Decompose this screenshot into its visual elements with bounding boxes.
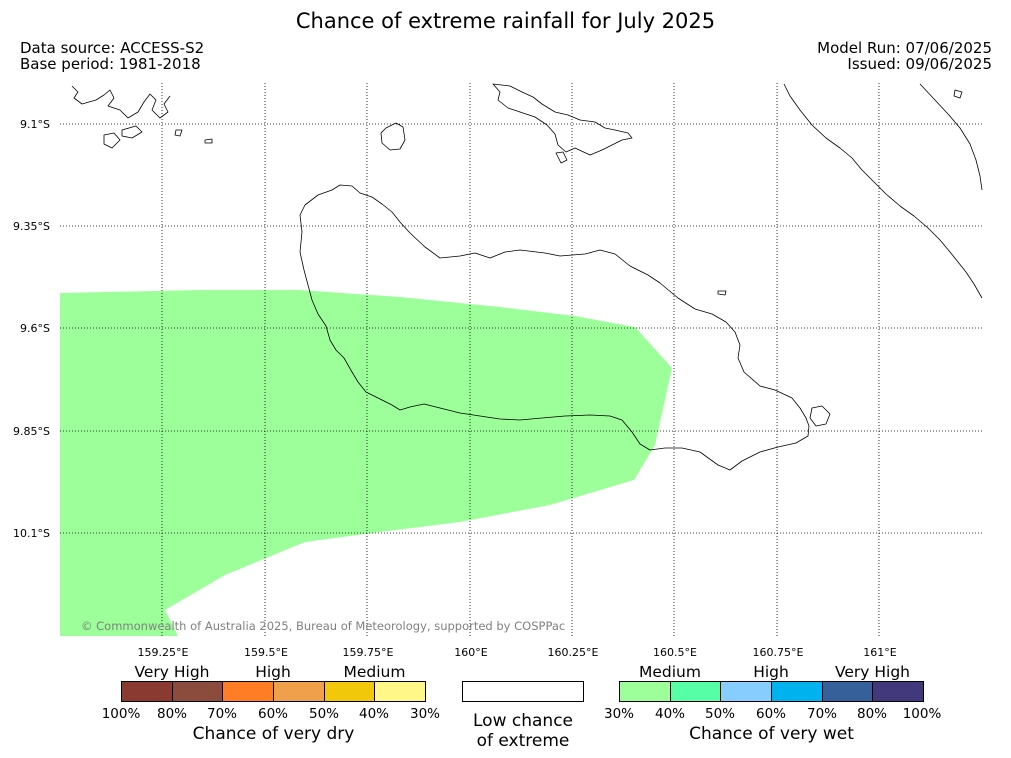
wet-tick: 50% — [704, 706, 736, 722]
wet-tick: 40% — [654, 706, 686, 722]
lon-label: 159.5°E — [244, 646, 288, 659]
wet-category-high: High — [753, 663, 789, 681]
copyright-credit: © Commonwealth of Australia 2025, Bureau… — [81, 619, 565, 633]
dry-swatch — [375, 682, 426, 701]
florida-islands-coast — [492, 83, 633, 156]
wet-tick: 70% — [806, 706, 838, 722]
wet-tick: 60% — [755, 706, 787, 722]
dry-tick: 40% — [358, 706, 390, 722]
marau-islets — [809, 405, 831, 427]
wet-swatch — [873, 682, 924, 701]
wet-tick: 80% — [856, 706, 888, 722]
dry-swatch — [223, 682, 275, 701]
base-period-text: Base period: 1981-2018 — [20, 55, 201, 73]
russell-islet-1 — [103, 132, 121, 149]
ngella-islet — [717, 290, 727, 296]
wet-colorbar — [619, 681, 924, 702]
issued-text: Issued: 09/06/2025 — [847, 55, 992, 73]
russell-islands-coast — [71, 85, 171, 119]
wet-category-very-high: Very High — [834, 663, 911, 681]
dry-tick: 50% — [308, 706, 340, 722]
dry-tick: 60% — [257, 706, 289, 722]
low-caption-line-1: Low chance — [473, 711, 573, 731]
russell-islet-3 — [204, 138, 213, 144]
dry-swatch — [274, 682, 325, 701]
dry-swatch — [122, 682, 173, 701]
lon-gridlines — [161, 83, 880, 636]
dry-tick: 80% — [156, 706, 188, 722]
wet-caption: Chance of very wet — [689, 724, 854, 744]
wet-swatch — [721, 682, 773, 701]
lon-label: 161°E — [863, 646, 896, 659]
lon-label: 160°E — [454, 646, 487, 659]
wet-medium-region — [60, 290, 672, 636]
dry-caption: Chance of very dry — [192, 724, 355, 744]
lat-label: 9.6°S — [20, 322, 50, 335]
wet-swatch — [620, 682, 671, 701]
wet-tick: 100% — [902, 706, 942, 722]
dry-swatch — [324, 682, 376, 701]
dry-tick: 100% — [101, 706, 141, 722]
wet-swatch — [772, 682, 823, 701]
data-source-text: Data source: ACCESS-S2 — [20, 39, 205, 57]
wet-category-medium: Medium — [639, 663, 701, 681]
lon-labels: 159.25°E 159.5°E 159.75°E 160°E 160.25°E… — [138, 646, 897, 659]
dry-swatch — [172, 682, 224, 701]
source-info: Data source: ACCESS-S2 Base period: 1981… — [20, 40, 204, 72]
dry-tick: 70% — [206, 706, 238, 722]
wet-tick: 30% — [603, 706, 635, 722]
run-info: Model Run: 07/06/2025 Issued: 09/06/2025 — [817, 40, 992, 72]
model-run-text: Model Run: 07/06/2025 — [817, 39, 992, 57]
dry-category-high: High — [255, 663, 291, 681]
coastlines — [71, 83, 983, 471]
lon-label: 159.25°E — [138, 646, 189, 659]
lon-label: 160.5°E — [653, 646, 697, 659]
low-chance-swatch — [462, 681, 584, 702]
wet-swatch — [670, 682, 722, 701]
malaita-islet — [953, 89, 963, 99]
dry-category-medium: Medium — [343, 663, 406, 681]
lat-gridlines — [60, 123, 982, 534]
low-chance-caption: Low chance of extreme — [452, 711, 594, 751]
russell-islet-2 — [121, 125, 143, 139]
lon-label: 160.25°E — [548, 646, 599, 659]
florida-islet — [555, 151, 568, 164]
guadalcanal-coast — [299, 184, 810, 471]
dry-tick: 30% — [409, 706, 441, 722]
page-title: Chance of extreme rainfall for July 2025 — [295, 9, 716, 33]
lat-label: 10.1°S — [13, 527, 50, 540]
lon-label: 159.75°E — [343, 646, 394, 659]
lat-label: 9.1°S — [20, 118, 50, 131]
lon-label: 160.75°E — [753, 646, 804, 659]
low-caption-line-2: of extreme — [476, 731, 570, 751]
wet-swatch — [822, 682, 874, 701]
lat-labels: 9.1°S 9.35°S 9.6°S 9.85°S 10.1°S — [13, 118, 50, 540]
lat-label: 9.35°S — [13, 220, 50, 233]
lat-label: 9.85°S — [13, 425, 50, 438]
dry-colorbar — [121, 681, 426, 702]
savo-coast — [380, 122, 406, 151]
malaita-coast — [783, 83, 983, 299]
malaita-east-coast — [919, 83, 983, 191]
dry-category-very-high: Very High — [134, 663, 210, 681]
russell-islet-4 — [174, 129, 183, 137]
